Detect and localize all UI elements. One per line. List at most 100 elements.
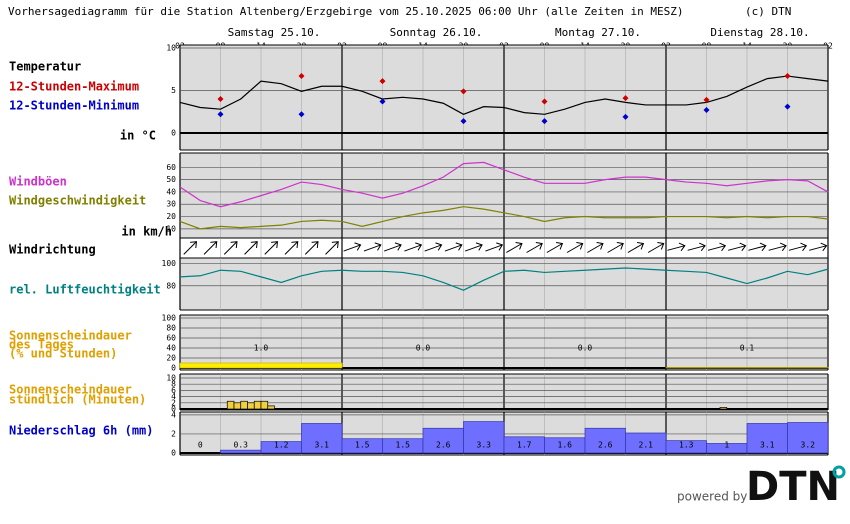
marker: [217, 111, 224, 118]
wind-arrow: [464, 242, 483, 252]
y-tick-label: 0: [171, 364, 176, 373]
marker: [460, 118, 467, 125]
data-label: 3.1: [315, 441, 330, 450]
marker: [622, 113, 629, 120]
wind-arrow: [304, 241, 319, 255]
arrow-shape: [768, 242, 787, 252]
arrow-shape: [183, 241, 198, 255]
marker: [541, 98, 548, 105]
y-tick-label: 0: [171, 449, 176, 458]
arrow-shape: [363, 242, 382, 252]
panel-label: des Tages: [9, 338, 74, 352]
wind-arrow: [587, 242, 604, 253]
data-label: 1.3: [679, 441, 694, 450]
marker: [298, 73, 305, 80]
title: Vorhersagediagramm für die Station Alten…: [8, 5, 684, 18]
wind-arrow: [284, 241, 299, 255]
arrow-shape: [546, 242, 564, 253]
y-tick-label: 80: [166, 324, 176, 333]
bar: [422, 427, 464, 454]
line: [179, 206, 829, 230]
bar: [179, 362, 343, 369]
bar: [267, 405, 275, 410]
bar: [226, 400, 235, 410]
arrow-shape: [264, 241, 279, 255]
y-tick-label: 60: [166, 334, 176, 343]
panel-label: (% und Stunden): [9, 347, 117, 361]
marker: [217, 96, 224, 102]
arrow-shape: [464, 242, 483, 252]
unit-label: in °C: [120, 129, 156, 143]
y-tick-label: 10: [166, 374, 176, 383]
y-tick-label: 0: [171, 129, 176, 138]
wind-arrow: [223, 241, 238, 255]
wind-arrow: [707, 242, 727, 252]
arrow-shape: [424, 242, 443, 252]
marker: [298, 111, 305, 118]
y-tick-label: 4: [171, 392, 176, 401]
bar: [247, 402, 255, 410]
arrow-shape: [404, 242, 423, 252]
y-tick-label: 8: [171, 380, 176, 389]
bar: [233, 402, 242, 410]
y-tick-label: 60: [166, 163, 176, 172]
bar: [584, 427, 626, 454]
marker: [703, 96, 710, 103]
arrow-shape: [607, 242, 624, 253]
bar: [240, 400, 248, 410]
panel-label: stündlich (Minuten): [9, 393, 146, 407]
y-tick-label: 30: [166, 200, 176, 209]
data-label: 1.0: [254, 344, 269, 353]
arrow-shape: [587, 242, 604, 253]
data-label: 1.6: [558, 441, 573, 450]
y-tick-label: 4: [171, 410, 176, 419]
wind-arrow: [546, 242, 564, 253]
panel-label: Niederschlag 6h (mm): [9, 424, 154, 438]
data-label: 0: [198, 441, 203, 450]
arrow-shape: [325, 241, 339, 255]
data-label: 2.6: [436, 441, 451, 450]
legend-label: 12-Stunden-Maximum: [9, 80, 139, 94]
arrow-shape: [383, 242, 402, 252]
bar: [665, 367, 829, 369]
day-label: Samstag 25.10.: [228, 26, 321, 39]
data-label: 3.3: [477, 441, 492, 450]
bar: [220, 449, 262, 454]
legend-label: Windgeschwindigkeit: [9, 194, 146, 208]
arrow-shape: [687, 242, 706, 252]
panel-label: Temperatur: [9, 60, 81, 74]
y-tick-label: 6: [171, 386, 176, 395]
arrow-shape: [284, 241, 299, 255]
y-tick-label: 5: [171, 86, 176, 95]
marker: [379, 78, 386, 85]
bar: [260, 400, 269, 410]
marker: [703, 107, 710, 114]
marker: [379, 98, 386, 105]
bar: [787, 422, 829, 454]
wind-arrow: [383, 242, 402, 252]
marker: [784, 73, 791, 80]
wind-arrow: [444, 242, 463, 252]
y-tick-label: 10: [166, 44, 176, 53]
y-tick-label: 20: [166, 212, 176, 221]
bar: [301, 423, 343, 454]
wind-arrow: [788, 242, 808, 252]
data-label: 1.7: [517, 441, 532, 450]
y-tick-label: 0: [171, 405, 176, 414]
legend-label: rel. Luftfeuchtigkeit: [9, 283, 161, 297]
panel-label: Sonnenscheindauer: [9, 383, 132, 397]
data-label: 0.0: [578, 344, 593, 353]
data-label: 0.0: [416, 344, 431, 353]
bar: [719, 407, 728, 410]
arrow-shape: [223, 241, 238, 255]
data-label: 1: [724, 441, 729, 450]
data-label: 3.1: [760, 441, 775, 450]
line: [179, 267, 829, 291]
wind-arrow: [363, 242, 382, 252]
marker: [460, 88, 467, 95]
legend-label: Windböen: [9, 175, 67, 189]
wind-arrow: [748, 242, 767, 252]
arrow-shape: [728, 242, 747, 252]
wind-arrow: [566, 242, 584, 253]
